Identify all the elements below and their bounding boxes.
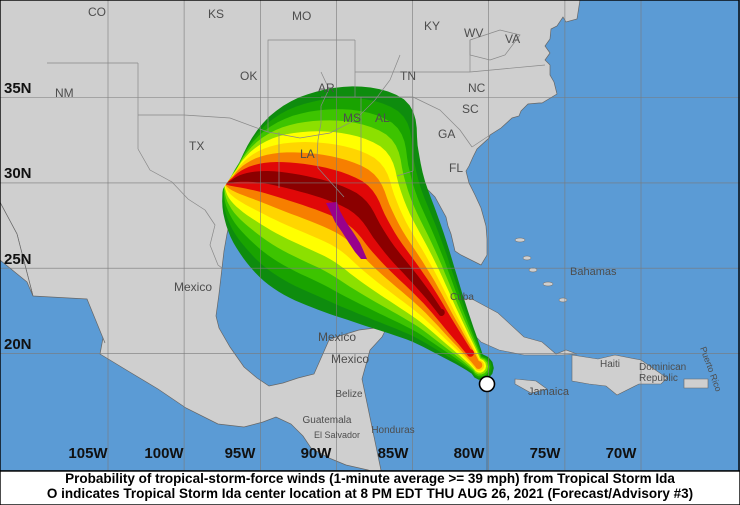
svg-text:90W: 90W bbox=[301, 445, 333, 462]
svg-text:Bahamas: Bahamas bbox=[570, 266, 617, 278]
svg-text:Mexico: Mexico bbox=[331, 352, 369, 366]
svg-text:MS: MS bbox=[343, 111, 361, 125]
svg-text:85W: 85W bbox=[378, 445, 410, 462]
svg-text:70W: 70W bbox=[606, 445, 638, 462]
svg-text:LA: LA bbox=[300, 147, 315, 161]
svg-text:Mexico: Mexico bbox=[174, 280, 212, 294]
svg-text:Dominican: Dominican bbox=[639, 362, 686, 373]
svg-text:FL: FL bbox=[449, 161, 463, 175]
svg-text:SC: SC bbox=[462, 102, 479, 116]
svg-text:30N: 30N bbox=[4, 165, 32, 182]
svg-text:AR: AR bbox=[318, 81, 335, 95]
svg-text:WV: WV bbox=[464, 26, 483, 40]
svg-text:AL: AL bbox=[375, 111, 390, 125]
svg-text:Belize: Belize bbox=[335, 389, 363, 400]
svg-text:NM: NM bbox=[55, 86, 74, 100]
svg-text:20N: 20N bbox=[4, 336, 32, 353]
svg-text:NC: NC bbox=[468, 81, 486, 95]
svg-text:TN: TN bbox=[400, 69, 416, 83]
svg-text:Honduras: Honduras bbox=[371, 425, 414, 436]
svg-text:KS: KS bbox=[208, 7, 224, 21]
svg-text:TX: TX bbox=[189, 139, 204, 153]
svg-text:80W: 80W bbox=[454, 445, 486, 462]
svg-text:Republic: Republic bbox=[639, 373, 678, 384]
svg-text:Guatemala: Guatemala bbox=[303, 415, 352, 426]
svg-text:Haiti: Haiti bbox=[600, 359, 620, 370]
svg-text:35N: 35N bbox=[4, 80, 32, 97]
svg-text:Jamaica: Jamaica bbox=[528, 386, 570, 398]
svg-text:OK: OK bbox=[240, 69, 257, 83]
svg-text:Mexico: Mexico bbox=[318, 330, 356, 344]
svg-text:75W: 75W bbox=[530, 445, 562, 462]
svg-text:CO: CO bbox=[88, 5, 106, 19]
svg-text:105W: 105W bbox=[68, 445, 108, 462]
svg-text:GA: GA bbox=[438, 127, 455, 141]
svg-text:MO: MO bbox=[292, 9, 311, 23]
svg-text:100W: 100W bbox=[144, 445, 184, 462]
svg-text:Cuba: Cuba bbox=[450, 292, 474, 303]
svg-text:KY: KY bbox=[424, 19, 440, 33]
svg-text:El Salvador: El Salvador bbox=[314, 430, 360, 440]
svg-text:Probability of tropical-storm-: Probability of tropical-storm-force wind… bbox=[65, 471, 675, 486]
svg-text:O indicates Tropical Storm Ida: O indicates Tropical Storm Ida center lo… bbox=[47, 486, 693, 501]
svg-text:VA: VA bbox=[505, 32, 520, 46]
svg-text:95W: 95W bbox=[225, 445, 257, 462]
svg-text:25N: 25N bbox=[4, 251, 32, 268]
